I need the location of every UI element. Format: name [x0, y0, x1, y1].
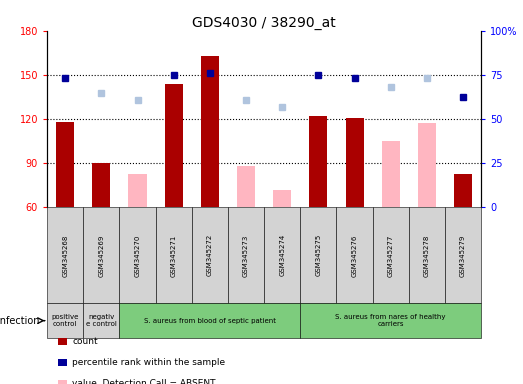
Text: GSM345278: GSM345278	[424, 234, 430, 276]
Text: infection: infection	[0, 316, 39, 326]
Bar	[273, 190, 291, 207]
Bar	[237, 166, 255, 207]
Text: GSM345276: GSM345276	[351, 234, 358, 276]
Text: positive
control: positive control	[51, 314, 79, 327]
Bar	[201, 56, 219, 207]
Text: GSM345274: GSM345274	[279, 234, 285, 276]
Text: GSM345279: GSM345279	[460, 234, 466, 276]
Bar	[56, 122, 74, 207]
Bar	[309, 116, 327, 207]
Bar	[165, 84, 183, 207]
Text: GSM345273: GSM345273	[243, 234, 249, 276]
Text: S. aureus from blood of septic patient: S. aureus from blood of septic patient	[144, 318, 276, 324]
Text: GSM345277: GSM345277	[388, 234, 394, 276]
Bar	[92, 163, 110, 207]
Text: value, Detection Call = ABSENT: value, Detection Call = ABSENT	[72, 379, 215, 384]
Title: GDS4030 / 38290_at: GDS4030 / 38290_at	[192, 16, 336, 30]
Text: GSM345268: GSM345268	[62, 234, 68, 276]
Bar	[129, 174, 146, 207]
Bar	[346, 118, 363, 207]
Text: S. aureus from nares of healthy
carriers: S. aureus from nares of healthy carriers	[335, 314, 446, 327]
Bar	[454, 174, 472, 207]
Text: negativ
e control: negativ e control	[86, 314, 117, 327]
Text: percentile rank within the sample: percentile rank within the sample	[72, 358, 225, 367]
Text: GSM345275: GSM345275	[315, 234, 321, 276]
Text: GSM345269: GSM345269	[98, 234, 104, 276]
Text: GSM345271: GSM345271	[170, 234, 177, 276]
Text: GSM345270: GSM345270	[134, 234, 141, 276]
Text: GSM345272: GSM345272	[207, 234, 213, 276]
Text: count: count	[72, 337, 98, 346]
Bar	[418, 123, 436, 207]
Bar	[382, 141, 400, 207]
